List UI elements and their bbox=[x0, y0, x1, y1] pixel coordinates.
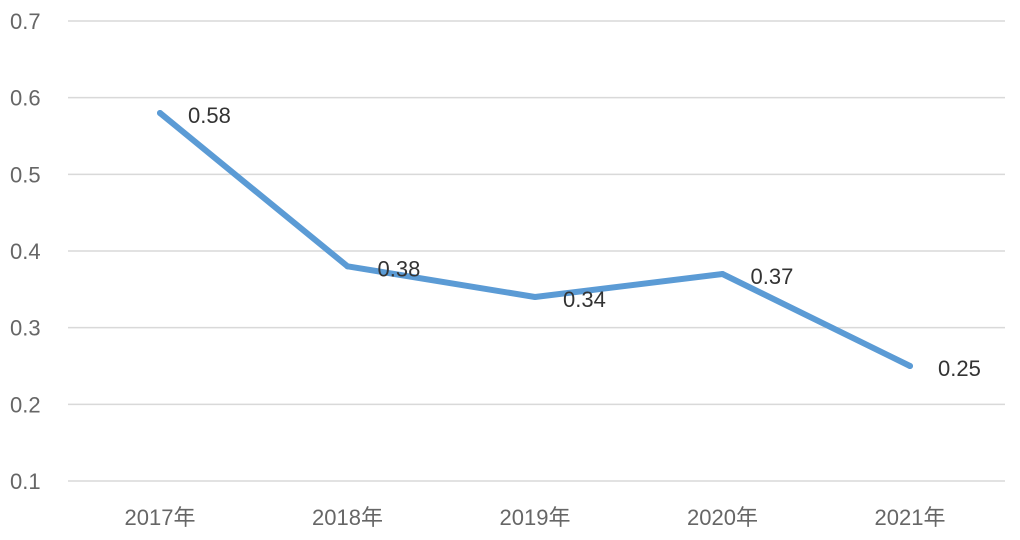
y-tick-label: 0.7 bbox=[10, 9, 41, 34]
data-label: 0.58 bbox=[188, 103, 231, 128]
data-label: 0.38 bbox=[378, 256, 421, 281]
data-label: 0.37 bbox=[751, 264, 794, 289]
y-tick-label: 0.2 bbox=[10, 392, 41, 417]
data-point bbox=[532, 294, 538, 300]
y-tick-label: 0.1 bbox=[10, 469, 41, 494]
x-tick-label: 2021年 bbox=[875, 505, 946, 530]
x-tick-label: 2020年 bbox=[687, 505, 758, 530]
data-points bbox=[157, 110, 913, 369]
y-tick-label: 0.6 bbox=[10, 86, 41, 111]
data-point bbox=[719, 271, 726, 277]
data-point bbox=[344, 263, 351, 270]
data-labels-group: 0.58 0.38 0.34 0.37 0.25 bbox=[188, 103, 981, 381]
y-tick-label: 0.3 bbox=[10, 316, 41, 341]
data-point bbox=[907, 363, 913, 369]
x-axis-tick-labels: 2017年 2018年 2019年 2020年 2021年 bbox=[125, 505, 946, 530]
y-axis-tick-labels: 0.1 0.2 0.3 0.4 0.5 0.6 0.7 bbox=[10, 9, 41, 494]
x-tick-label: 2019年 bbox=[500, 505, 571, 530]
gridlines bbox=[68, 20, 1005, 482]
y-tick-label: 0.5 bbox=[10, 162, 41, 187]
y-tick-label: 0.4 bbox=[10, 239, 41, 264]
data-label: 0.34 bbox=[563, 287, 606, 312]
data-label: 0.25 bbox=[938, 356, 981, 381]
data-point bbox=[157, 110, 163, 116]
x-tick-label: 2018年 bbox=[312, 505, 383, 530]
x-tick-label: 2017年 bbox=[125, 505, 196, 530]
